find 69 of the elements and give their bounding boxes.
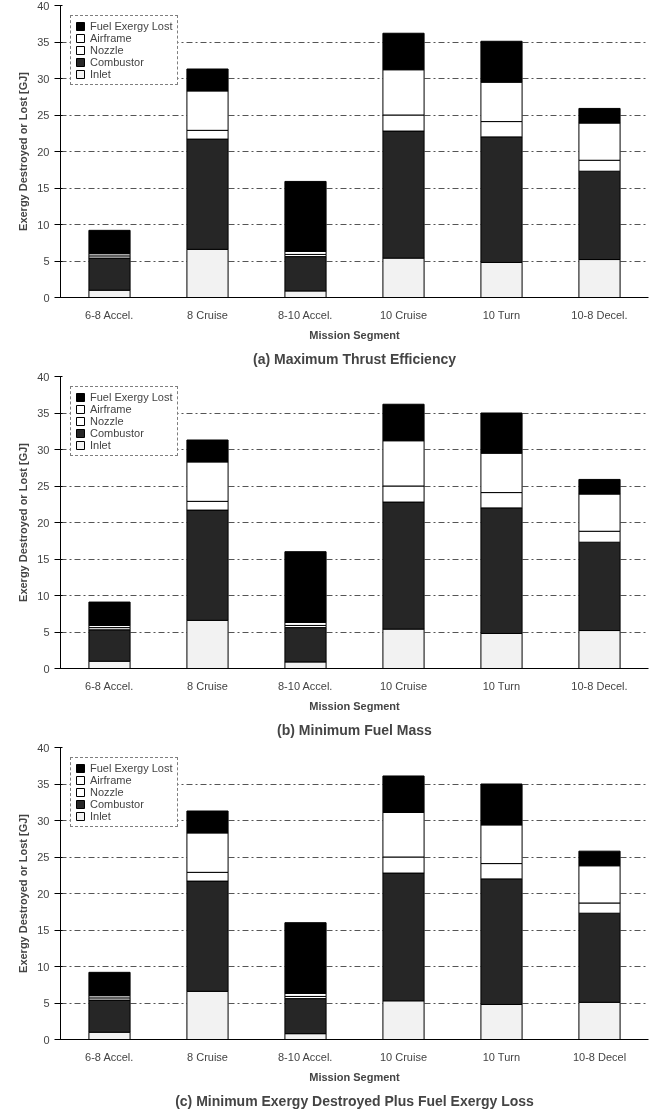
y-tick-label: 35 [37, 778, 50, 790]
y-tick-label: 10 [37, 218, 50, 231]
x-tick-label: 6-8 Accel. [85, 679, 134, 692]
legend-label: Fuel Exergy Lost [90, 762, 173, 774]
y-tick-label: 25 [37, 480, 50, 492]
text: (a) Maximum Thrust Efficiency [252, 350, 457, 367]
y-axis-title: Exergy Destroyed or Lost [GJ] [17, 813, 30, 973]
legend-label: Inlet [90, 439, 111, 451]
x-axis-title: Mission Segment [309, 1070, 401, 1083]
y-axis-title: Exergy Destroyed or Lost [GJ] [17, 71, 30, 231]
y-tick-label: 0 [43, 291, 50, 304]
y-tick-label: 5 [43, 997, 50, 1009]
x-tick-label: 10 Cruise [379, 679, 428, 692]
y-tick-label: 5 [43, 255, 50, 267]
x-tick-label: 6-8 Accel. [85, 1050, 134, 1063]
y-tick-label: 25 [37, 109, 50, 121]
y-axis-title: Exergy Destroyed or Lost [GJ] [17, 442, 30, 602]
x-tick-label: 10 Turn [482, 308, 521, 321]
x-tick-label: 8 Cruise [187, 308, 228, 321]
legend-label: Airframe [90, 32, 132, 44]
y-tick-label: 40 [37, 0, 50, 12]
x-tick-label: 6-8 Accel. [85, 308, 134, 321]
y-tick-label: 0 [43, 1033, 50, 1046]
legend-label: Inlet [90, 810, 111, 822]
x-tick-label: 8-10 Accel. [277, 308, 333, 321]
legend-label: Fuel Exergy Lost [90, 20, 173, 32]
x-tick-label: 8-10 Accel. [277, 1050, 333, 1063]
legend-label: Inlet [90, 68, 111, 80]
y-tick-label: 15 [37, 924, 50, 936]
legend-label: Nozzle [90, 786, 124, 798]
text: (b) Minimum Fuel Mass [277, 721, 433, 738]
x-tick-label: 10 Turn [482, 1050, 521, 1063]
legend-label: Nozzle [90, 415, 124, 427]
y-tick-label: 35 [37, 407, 50, 419]
y-tick-label: 10 [37, 589, 50, 602]
x-tick-label: 10-8 Decel. [571, 308, 628, 321]
y-tick-label: 30 [37, 814, 50, 827]
legend-label: Combustor [90, 427, 144, 439]
x-axis-title: Mission Segment [309, 699, 401, 712]
legend-label: Airframe [90, 403, 132, 415]
y-tick-label: 25 [37, 851, 50, 863]
y-tick-label: 30 [37, 72, 50, 85]
y-tick-label: 40 [37, 370, 50, 383]
x-axis-title: Mission Segment [309, 328, 401, 341]
y-tick-label: 30 [37, 443, 50, 456]
x-tick-label: 10-8 Decel. [571, 679, 628, 692]
y-tick-label: 5 [43, 626, 50, 638]
x-tick-label: 10 Cruise [379, 1050, 428, 1063]
y-tick-label: 40 [37, 741, 50, 754]
legend-label: Nozzle [90, 44, 124, 56]
legend-label: Airframe [90, 774, 132, 786]
x-tick-label: 8-10 Accel. [277, 679, 333, 692]
y-tick-label: 10 [37, 960, 50, 973]
x-tick-label: 10 Turn [482, 679, 521, 692]
legend-label: Combustor [90, 798, 144, 810]
y-tick-label: 0 [43, 662, 50, 675]
x-tick-label: 8 Cruise [187, 679, 228, 692]
text: (c) Minimum Exergy Destroyed Plus Fuel Exergy Loss [175, 1092, 535, 1109]
y-tick-label: 20 [37, 516, 50, 529]
x-tick-label: 10-8 Decel [572, 1050, 627, 1063]
y-tick-label: 20 [37, 145, 50, 158]
y-tick-label: 15 [37, 182, 50, 194]
y-tick-label: 20 [37, 887, 50, 900]
x-tick-label: 10 Cruise [379, 308, 428, 321]
x-tick-label: 8 Cruise [187, 1050, 228, 1063]
legend-label: Fuel Exergy Lost [90, 391, 173, 403]
legend-label: Combustor [90, 56, 144, 68]
y-tick-label: 35 [37, 36, 50, 48]
y-tick-label: 15 [37, 553, 50, 565]
